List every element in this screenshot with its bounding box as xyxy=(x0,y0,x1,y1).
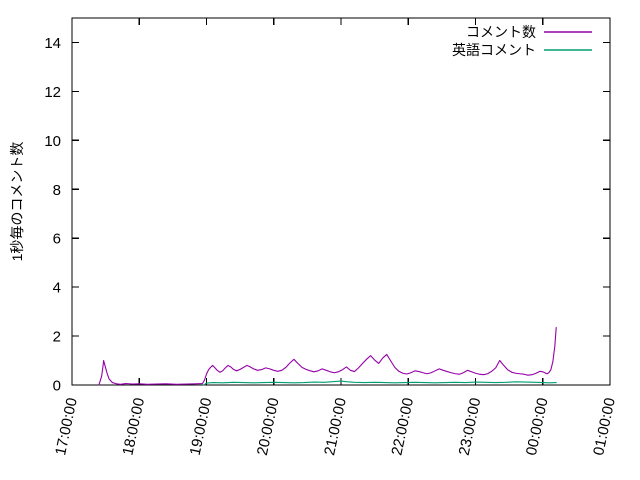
data-series-group xyxy=(98,326,557,386)
y-tick-label: 12 xyxy=(44,84,61,101)
y-tick-label: 2 xyxy=(53,329,61,346)
series-line-comments xyxy=(98,326,557,386)
y-axis-ticks: 0 2 4 6 8 10 12 14 xyxy=(44,35,610,395)
y-tick-label: 14 xyxy=(44,35,61,52)
y-tick-label: 10 xyxy=(44,133,61,150)
y-tick-label: 8 xyxy=(53,182,61,199)
y-axis-title-text: 1秒毎のコメント数 xyxy=(9,142,25,262)
y-tick-label: 6 xyxy=(53,231,61,248)
series-line-english-comments xyxy=(203,380,557,386)
y-tick-label: 4 xyxy=(53,280,61,297)
y-tick-label: 0 xyxy=(53,378,61,395)
y-axis-title: 1秒毎のコメント数 xyxy=(9,142,25,262)
legend-label-1: 英語コメント xyxy=(452,42,536,58)
legend-label-0: コメント数 xyxy=(466,24,536,40)
